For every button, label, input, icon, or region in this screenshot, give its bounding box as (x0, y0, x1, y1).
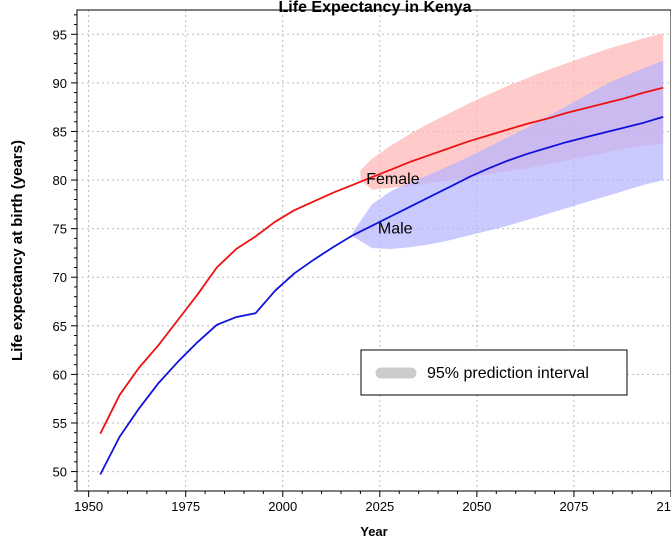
x-tick-label: 2000 (268, 499, 297, 514)
legend-label: 95% prediction interval (427, 365, 589, 382)
y-tick-label: 70 (53, 270, 67, 285)
x-tick-label: 1950 (74, 499, 103, 514)
axes: 1950 1975 2000 2025 2050 2075 2100 50 55 60 65 70 75… (53, 14, 671, 514)
legend: 95% prediction interval (360, 349, 628, 396)
y-tick-label: 75 (53, 222, 67, 237)
y-tick-label: 80 (53, 173, 67, 188)
y-axis-title: Life expectancy at birth (years) (9, 140, 26, 361)
y-tick-label: 50 (53, 465, 67, 480)
x-tick-label: 2050 (462, 499, 491, 514)
male-series-label: Male (378, 221, 413, 238)
female-series-line (99, 86, 664, 435)
plot-frame (76, 9, 671, 492)
male-series-line (99, 116, 664, 475)
y-tick-label: 60 (53, 367, 67, 382)
y-tick-label: 65 (53, 319, 67, 334)
chart-title: Life Expectancy in Kenya (279, 0, 472, 16)
x-axis-title: Year (360, 524, 387, 539)
y-tick-label: 85 (53, 124, 67, 139)
female-series-label: Female (366, 171, 419, 188)
x-tick-label: 2075 (559, 499, 588, 514)
prediction-bands (352, 33, 664, 249)
series-labels: Female Male (366, 171, 419, 238)
x-tick-label: 2100 (657, 499, 671, 514)
y-tick-label: 95 (53, 27, 67, 42)
y-tick-label: 90 (53, 76, 67, 91)
y-tick-label: 55 (53, 416, 67, 431)
x-tick-label: 2025 (365, 499, 394, 514)
series-lines (99, 86, 664, 475)
x-tick-label: 1975 (171, 499, 200, 514)
